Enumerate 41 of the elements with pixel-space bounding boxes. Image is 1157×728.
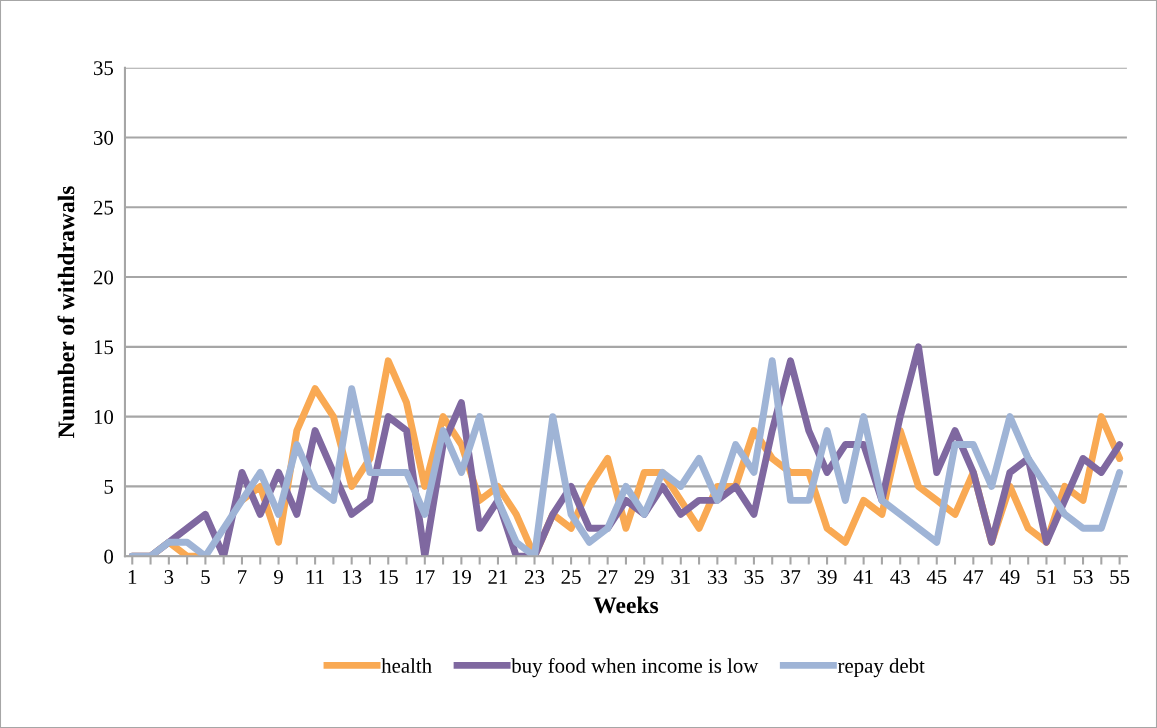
x-tick-label: 13 bbox=[343, 570, 362, 585]
y-tick-label: 30 bbox=[94, 130, 114, 145]
x-tick-label: 37 bbox=[781, 570, 801, 585]
y-tick-label: 15 bbox=[94, 340, 114, 355]
y-tick-label: 25 bbox=[93, 200, 114, 215]
x-tick-label: 49 bbox=[999, 570, 1020, 585]
x-tick-label: 23 bbox=[525, 570, 545, 585]
x-tick-label: 43 bbox=[890, 570, 910, 585]
x-axis-title: Weeks bbox=[593, 596, 659, 614]
x-tick-label: 7 bbox=[238, 570, 247, 584]
x-tick-label: 5 bbox=[201, 570, 210, 585]
x-tick-label: 35 bbox=[744, 570, 764, 585]
x-tick-label: 27 bbox=[598, 570, 618, 584]
x-tick-label: 31 bbox=[671, 570, 690, 585]
x-tick-label: 51 bbox=[1037, 570, 1056, 585]
x-tick-label: 3 bbox=[164, 570, 174, 585]
x-tick-label: 19 bbox=[452, 570, 471, 585]
y-tick-label: 10 bbox=[94, 410, 114, 425]
y-tick-label: 35 bbox=[94, 61, 114, 76]
x-tick-label: 15 bbox=[379, 570, 398, 585]
x-tick-label: 39 bbox=[817, 570, 837, 585]
x-tick-label: 9 bbox=[274, 570, 283, 585]
x-tick-label: 55 bbox=[1110, 570, 1130, 585]
x-tick-label: 41 bbox=[853, 570, 873, 584]
x-tick-label: 53 bbox=[1073, 570, 1093, 585]
y-axis-title: Nunmber of withdrawals bbox=[57, 186, 75, 438]
x-tick-label: 11 bbox=[306, 570, 324, 584]
y-tick-label: 20 bbox=[93, 270, 114, 285]
x-tick-label: 21 bbox=[488, 570, 508, 584]
x-tick-label: 29 bbox=[634, 570, 654, 585]
x-tick-label: 1 bbox=[128, 570, 137, 584]
y-tick-label: 0 bbox=[104, 549, 114, 564]
x-tick-label: 33 bbox=[707, 570, 727, 585]
x-tick-label: 17 bbox=[416, 570, 435, 584]
legend-label: repay debt bbox=[837, 658, 925, 678]
legend-label: buy food when income is low bbox=[511, 657, 759, 678]
legend-label: health bbox=[381, 658, 432, 673]
x-tick-label: 47 bbox=[963, 570, 984, 584]
y-tick-label: 5 bbox=[104, 479, 114, 494]
x-tick-label: 25 bbox=[561, 570, 581, 585]
x-tick-label: 45 bbox=[926, 570, 947, 585]
